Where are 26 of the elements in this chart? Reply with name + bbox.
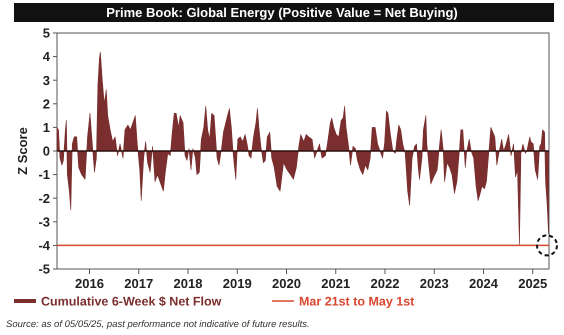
y-tick-label: -5 bbox=[38, 262, 50, 277]
source-note: Source: as of 05/05/25, past performance not indicative of future results. bbox=[6, 319, 310, 330]
y-tick-label: 3 bbox=[42, 72, 50, 88]
y-tick-label: -2 bbox=[38, 190, 50, 206]
y-tick-label: -4 bbox=[38, 238, 51, 253]
x-tick-label: 2025 bbox=[518, 276, 548, 291]
y-tick-label: 0 bbox=[42, 144, 50, 159]
chart-title: Prime Book: Global Energy (Positive Value = Net Buying) bbox=[106, 5, 458, 20]
x-tick-label: 2018 bbox=[174, 276, 202, 291]
legend-label: Cumulative 6-Week $ Net Flow bbox=[41, 294, 222, 308]
x-tick-label: 2020 bbox=[272, 276, 301, 291]
y-tick-label: -3 bbox=[38, 214, 50, 230]
y-tick-label: 1 bbox=[42, 120, 50, 135]
y-tick-label: -1 bbox=[38, 167, 50, 182]
x-tick-label: 2017 bbox=[124, 276, 154, 291]
y-tick-label: 5 bbox=[42, 26, 50, 41]
x-tick-label: 2024 bbox=[469, 276, 499, 291]
y-axis-title: Z Score bbox=[15, 127, 30, 175]
y-tick-label: 2 bbox=[42, 96, 50, 112]
y-tick-label: 4 bbox=[42, 49, 51, 64]
x-tick-label: 2016 bbox=[75, 276, 104, 291]
x-tick-label: 2019 bbox=[222, 276, 252, 291]
x-tick-label: 2023 bbox=[420, 276, 449, 291]
x-tick-label: 2022 bbox=[370, 276, 400, 291]
x-tick-label: 2021 bbox=[321, 276, 350, 291]
legend-label: Mar 21st to May 1st bbox=[299, 294, 416, 308]
